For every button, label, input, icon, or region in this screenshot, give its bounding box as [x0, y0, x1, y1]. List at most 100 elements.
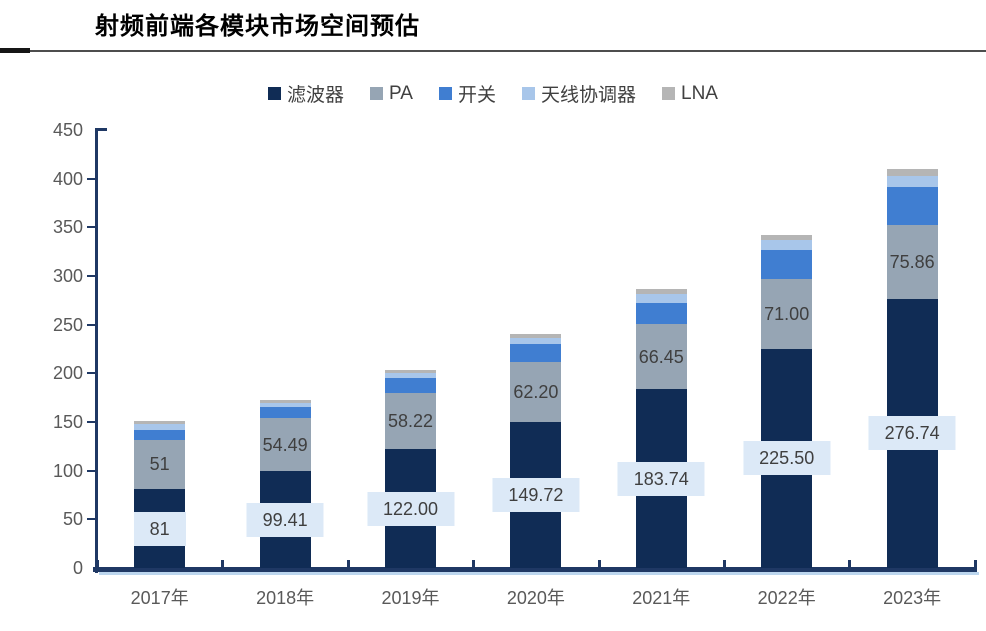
y-axis-tick — [87, 323, 95, 326]
x-axis-category-label: 2018年 — [256, 588, 315, 608]
x-axis-tick — [346, 560, 350, 568]
bar-value-label-pa: 75.86 — [889, 251, 935, 272]
x-axis-shadow-line — [99, 572, 979, 575]
y-axis-tick-label: 50 — [62, 509, 83, 530]
y-axis-tick-label: 0 — [72, 558, 83, 578]
bar-segment-lna — [510, 334, 562, 339]
bar-segment-antenna-tuner — [886, 176, 938, 187]
legend-label: 滤波器 — [287, 85, 345, 106]
legend-swatch-icon — [521, 87, 535, 100]
y-axis-tick — [87, 421, 95, 423]
y-axis-tick-label: 400 — [52, 168, 83, 189]
bar-segment-pa — [385, 392, 436, 450]
x-axis-line — [93, 567, 977, 572]
y-axis-tick — [87, 372, 95, 375]
bar-segment-pa — [886, 224, 938, 299]
bar-segment-pa — [134, 439, 186, 490]
bar-segment-antenna-tuner — [510, 338, 562, 345]
y-axis-tick — [87, 177, 95, 180]
legend-item-antenna-tuner: 天线协调器 — [521, 80, 636, 107]
bar-value-label-pa: 58.22 — [387, 410, 434, 431]
bar-value-label-filter: 225.50 — [743, 441, 831, 476]
legend-swatch-icon — [662, 87, 675, 100]
bar-segment-antenna-tuner — [761, 240, 813, 251]
legend-swatch-icon — [438, 87, 452, 100]
y-axis-tick — [87, 518, 95, 521]
bar-value-label-filter: 81 — [133, 511, 186, 546]
legend-item-switch: 开关 — [438, 80, 496, 107]
bar-segment-lna — [761, 234, 813, 241]
bar-segment-antenna-tuner — [635, 294, 687, 304]
y-axis-tick-label: 100 — [52, 460, 83, 481]
legend-item-filter: 滤波器 — [268, 80, 344, 107]
legend-label: PA — [389, 82, 413, 104]
x-axis-tick — [723, 560, 726, 568]
bar-segment-switch — [635, 303, 687, 325]
bar-segment-pa — [761, 279, 813, 349]
bar-segment-pa — [635, 324, 687, 390]
x-axis-tick — [597, 560, 601, 568]
y-axis-tick-label: 450 — [52, 120, 83, 140]
y-axis-tick-label: 350 — [52, 217, 83, 238]
bar-segment-switch — [761, 250, 813, 280]
bar-segment-switch — [134, 429, 186, 440]
bar-value-label-pa: 51 — [149, 454, 170, 475]
bar-segment-lna — [134, 421, 186, 424]
bar-segment-antenna-tuner — [134, 423, 186, 430]
bar-segment-switch — [510, 344, 562, 362]
bar-segment-lna — [635, 289, 687, 295]
bar-segment-switch — [259, 407, 311, 419]
bar-segment-antenna-tuner — [259, 402, 311, 408]
x-axis-tick — [96, 560, 99, 568]
bar-segment-switch — [385, 377, 436, 393]
y-axis-tick-label: 250 — [52, 314, 83, 335]
x-axis-category-label: 2022年 — [757, 588, 816, 608]
x-axis-category-label: 2023年 — [883, 588, 942, 608]
title-divider-accent — [0, 48, 30, 53]
bar-value-label-pa: 71.00 — [764, 303, 810, 324]
x-axis-category-label: 2021年 — [632, 588, 691, 608]
bar-value-label-filter: 149.72 — [492, 478, 580, 513]
y-axis-tick — [87, 469, 95, 472]
bar-value-label-filter: 99.41 — [246, 502, 324, 537]
y-axis-tick-label: 150 — [52, 412, 83, 432]
chart-legend: 滤波器 PA 开关 天线协调器 LNA — [0, 80, 986, 107]
bar-segment-pa — [259, 418, 311, 472]
y-axis-tick-label: 300 — [52, 266, 83, 286]
bar-value-label-filter: 122.00 — [366, 491, 455, 526]
x-axis-category-label: 2017年 — [130, 588, 189, 608]
legend-label: 开关 — [457, 85, 496, 106]
bar-value-label-pa: 62.20 — [513, 382, 559, 402]
bar-segment-lna — [259, 399, 311, 403]
legend-swatch-icon — [268, 87, 282, 100]
legend-label: 天线协调器 — [540, 85, 636, 106]
legend-item-pa: PA — [370, 83, 413, 105]
x-axis-category-label: 2020年 — [506, 588, 565, 608]
x-axis-tick — [221, 560, 225, 568]
legend-swatch-icon — [370, 87, 384, 100]
x-axis-tick — [973, 560, 977, 568]
bar-value-label-filter: 276.74 — [868, 416, 956, 451]
bar-segment-switch — [886, 186, 938, 225]
legend-label: LNA — [681, 82, 718, 104]
x-axis-tick — [472, 560, 476, 568]
y-axis-line — [95, 128, 98, 573]
y-axis-tick — [87, 275, 95, 277]
bar-value-label-filter: 183.74 — [617, 461, 705, 496]
bar-value-label-pa: 54.49 — [262, 434, 308, 455]
bar-segment-antenna-tuner — [385, 373, 436, 378]
y-axis-top-tick — [95, 128, 107, 131]
legend-item-lna: LNA — [662, 83, 718, 105]
title-divider — [0, 50, 986, 52]
bar-segment-pa — [510, 361, 562, 423]
bar-segment-lna — [385, 370, 436, 374]
x-axis-tick — [848, 560, 852, 568]
y-axis-tick-label: 200 — [52, 363, 83, 384]
chart-title: 射频前端各模块市场空间预估 — [95, 14, 420, 40]
bar-value-label-pa: 66.45 — [638, 346, 684, 367]
x-axis-category-label: 2019年 — [381, 588, 440, 608]
y-axis-tick — [87, 226, 95, 229]
bar-segment-lna — [886, 169, 938, 177]
